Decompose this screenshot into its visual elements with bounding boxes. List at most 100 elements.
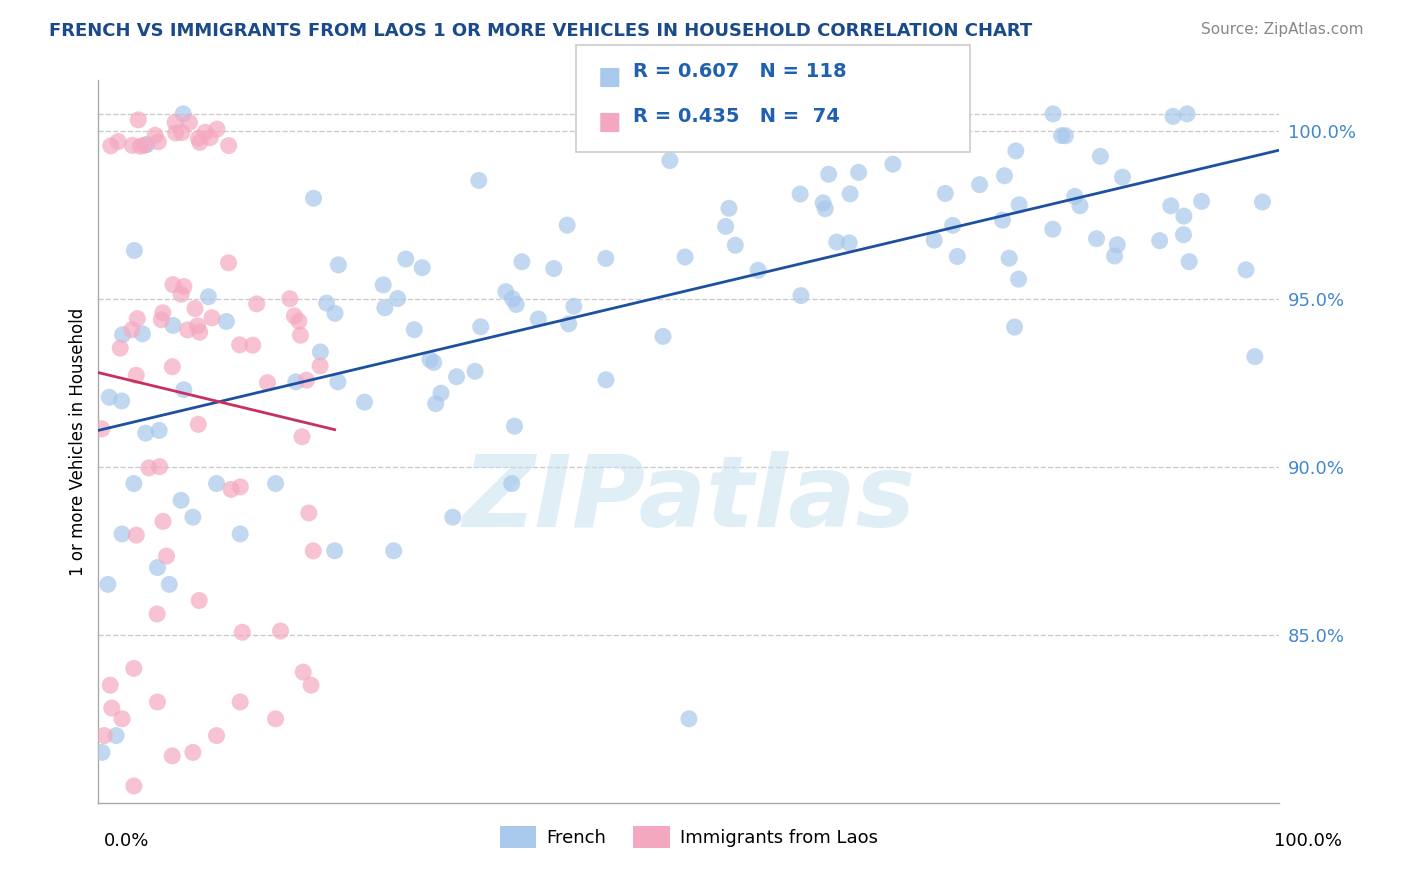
Point xyxy=(464,364,486,378)
Point xyxy=(98,390,121,404)
Point xyxy=(309,345,332,359)
Point xyxy=(387,292,409,306)
Point xyxy=(135,426,157,441)
Point xyxy=(290,328,312,343)
Point xyxy=(172,107,194,121)
Point xyxy=(1042,222,1064,236)
Point xyxy=(1063,189,1085,203)
Point xyxy=(1173,227,1195,242)
Point xyxy=(219,483,242,497)
Point xyxy=(411,260,433,275)
Point xyxy=(152,306,174,320)
Point xyxy=(291,430,314,444)
Point xyxy=(111,712,134,726)
Point xyxy=(162,359,184,374)
Point xyxy=(1104,249,1126,263)
Point xyxy=(747,263,769,277)
Point xyxy=(838,235,860,250)
Point xyxy=(814,202,837,216)
Point xyxy=(188,136,211,150)
Point xyxy=(125,528,148,542)
Point xyxy=(922,233,945,247)
Point xyxy=(673,250,696,264)
Point xyxy=(170,126,193,140)
Point xyxy=(107,135,129,149)
Point xyxy=(373,277,395,292)
Point xyxy=(134,138,156,153)
Point xyxy=(160,748,183,763)
Point xyxy=(146,695,169,709)
Point xyxy=(131,326,153,341)
Point xyxy=(288,314,311,328)
Point xyxy=(129,139,152,153)
Point xyxy=(165,126,187,140)
Point xyxy=(595,252,617,266)
Point xyxy=(323,543,346,558)
Point xyxy=(326,375,349,389)
Point xyxy=(1234,262,1257,277)
Point xyxy=(776,107,799,121)
Point xyxy=(993,169,1015,183)
Point xyxy=(165,115,187,129)
Point xyxy=(942,219,965,233)
Point xyxy=(789,187,811,202)
Point xyxy=(714,219,737,234)
Point xyxy=(162,318,184,333)
Point xyxy=(555,218,578,232)
Point xyxy=(1107,237,1129,252)
Text: R = 0.607   N = 118: R = 0.607 N = 118 xyxy=(633,62,846,81)
Point xyxy=(186,318,208,333)
Text: R = 0.435   N =  74: R = 0.435 N = 74 xyxy=(633,107,839,126)
Point xyxy=(395,252,418,266)
Point xyxy=(934,186,956,201)
Point xyxy=(97,577,120,591)
Point xyxy=(187,417,209,432)
Point xyxy=(100,701,122,715)
Point xyxy=(302,191,325,205)
Point xyxy=(228,338,250,352)
Y-axis label: 1 or more Vehicles in Household: 1 or more Vehicles in Household xyxy=(69,308,87,575)
Point xyxy=(1007,272,1029,286)
Point xyxy=(503,419,526,434)
Point xyxy=(218,256,240,270)
Point xyxy=(229,527,252,541)
Point xyxy=(502,292,524,306)
Point xyxy=(1111,170,1133,185)
Point xyxy=(218,138,240,153)
Point xyxy=(382,543,405,558)
Point xyxy=(187,131,209,145)
Point xyxy=(1243,350,1265,364)
Point xyxy=(143,128,166,143)
Point xyxy=(111,327,134,342)
Point xyxy=(292,665,315,679)
Point xyxy=(527,312,550,326)
Text: Source: ZipAtlas.com: Source: ZipAtlas.com xyxy=(1201,22,1364,37)
Point xyxy=(284,375,307,389)
Point xyxy=(194,125,217,139)
Point xyxy=(595,373,617,387)
Point xyxy=(111,527,134,541)
Point xyxy=(328,258,350,272)
Point xyxy=(717,201,740,215)
Point xyxy=(652,329,675,343)
Point xyxy=(201,310,224,325)
Point xyxy=(246,297,269,311)
Point xyxy=(173,383,195,397)
Point xyxy=(991,213,1014,227)
Point xyxy=(825,235,848,249)
Point xyxy=(969,178,991,192)
Point xyxy=(264,476,287,491)
Point xyxy=(149,459,172,474)
Point xyxy=(136,137,159,152)
Point xyxy=(162,277,184,292)
Point xyxy=(1191,194,1213,209)
Point xyxy=(146,560,169,574)
Point xyxy=(404,323,426,337)
Point xyxy=(636,107,658,121)
Point xyxy=(184,301,207,316)
Point xyxy=(425,397,447,411)
Text: ■: ■ xyxy=(598,65,621,89)
Point xyxy=(121,323,143,337)
Text: 0.0%: 0.0% xyxy=(104,831,149,849)
Point xyxy=(127,311,149,326)
